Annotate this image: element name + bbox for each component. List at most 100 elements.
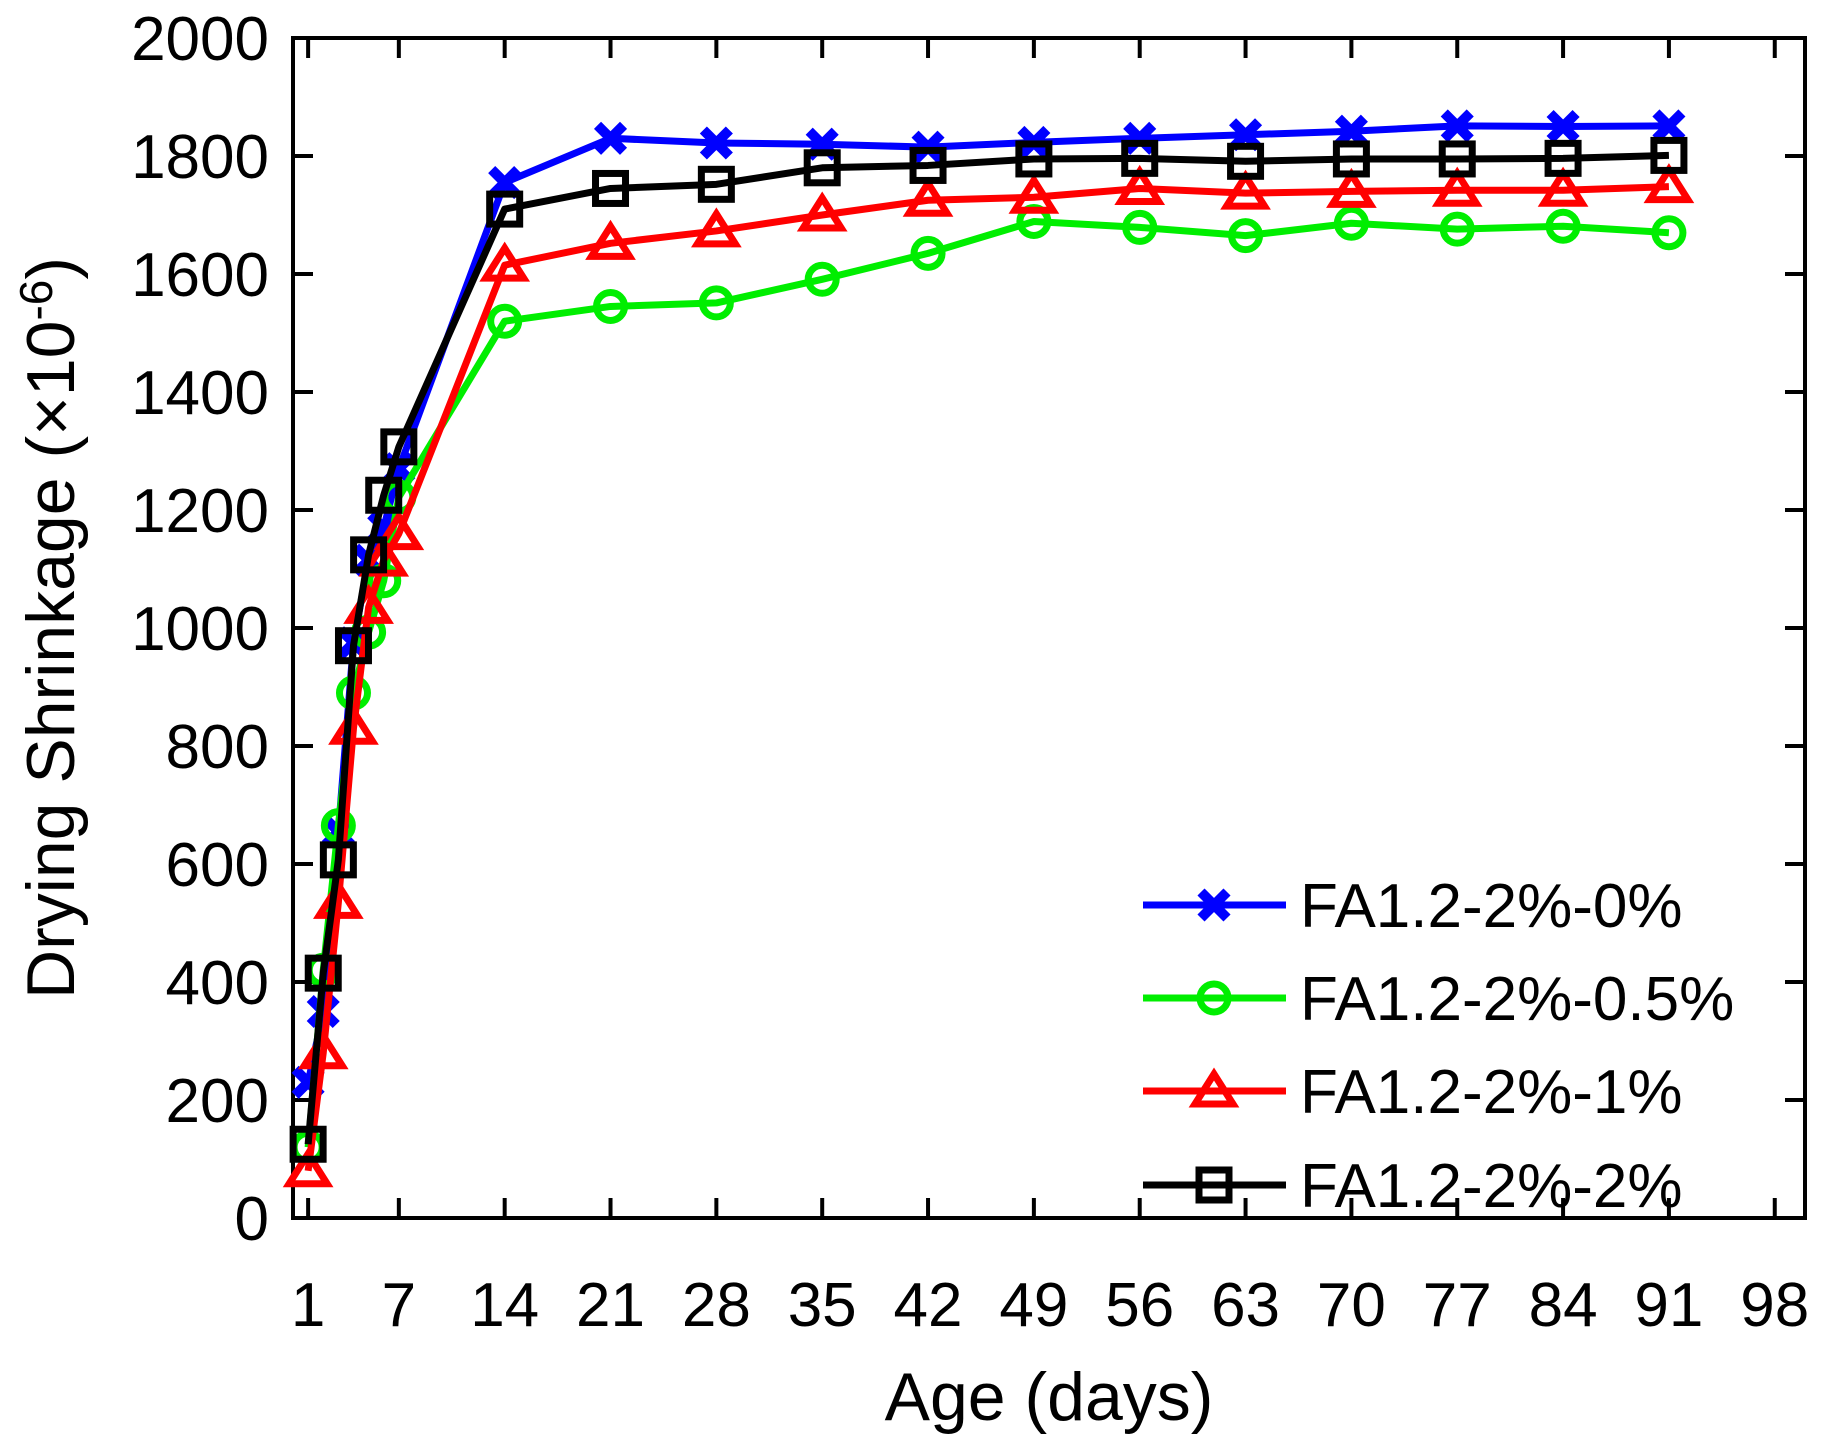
data-point-FA1.2-2%-0.5%-day63 — [1228, 218, 1264, 254]
legend-marker-o — [1196, 980, 1232, 1016]
data-point-FA1.2-2%-0.5%-day35 — [804, 261, 840, 297]
x-axis: 1 7 14 21 28 35 42 49 56 63 70 77 84 91 98 — [291, 38, 1809, 1340]
data-point-FA1.2-2%-2%-day63 — [1227, 142, 1265, 180]
legend-item-FA1.2-2%-0%: FA1.2-2%-0% — [1143, 872, 1683, 941]
data-point-FA1.2-2%-1%-day63 — [1220, 169, 1271, 210]
y-tick-label-1800: 1800 — [131, 123, 269, 192]
legend-item-FA1.2-2%-0.5%: FA1.2-2%-0.5% — [1143, 965, 1734, 1034]
data-point-FA1.2-2%-2%-day2 — [304, 954, 342, 992]
x-tick-label-98: 98 — [1740, 1271, 1809, 1340]
data-point-FA1.2-2%-1%-day7 — [373, 510, 425, 551]
data-point-FA1.2-2%-0.5%-day21 — [593, 288, 629, 324]
series-line — [304, 151, 1670, 1145]
y-tick-label-0: 0 — [235, 1185, 269, 1254]
data-point-FA1.2-2%-2%-day49 — [1015, 140, 1053, 178]
x-tick-label-21: 21 — [576, 1271, 645, 1340]
data-point-FA1.2-2%-1%-day4 — [328, 704, 379, 745]
data-point-FA1.2-2%-1%-day84 — [1537, 166, 1589, 207]
legend-item-FA1.2-2%-2%: FA1.2-2%-2% — [1143, 1152, 1683, 1221]
data-point-FA1.2-2%-1%-day77 — [1431, 166, 1483, 207]
legend-label: FA1.2-2%-0.5% — [1300, 965, 1734, 1034]
data-point-FA1.2-2%-2%-day7 — [380, 428, 418, 466]
y-tick-label-1200: 1200 — [131, 477, 269, 546]
data-point-FA1.2-2%-2%-day77 — [1438, 140, 1476, 178]
data-point-FA1.2-2%-0%-day21 — [593, 121, 628, 155]
legend-marker-^ — [1188, 1067, 1240, 1108]
data-point-FA1.2-2%-1%-day14 — [479, 241, 531, 282]
data-point-FA1.2-2%-1%-day91 — [1643, 163, 1695, 204]
y-tick-label-800: 800 — [166, 713, 269, 782]
x-tick-label-77: 77 — [1423, 1271, 1492, 1340]
data-point-FA1.2-2%-2%-day56 — [1121, 139, 1159, 177]
legend-label: FA1.2-2%-2% — [1300, 1152, 1683, 1221]
y-tick-label-400: 400 — [166, 949, 269, 1018]
data-point-FA1.2-2%-2%-day6 — [365, 476, 403, 514]
x-tick-label-35: 35 — [788, 1271, 857, 1340]
legend-label: FA1.2-2%-0% — [1300, 872, 1683, 941]
data-point-FA1.2-2%-2%-day42 — [909, 146, 947, 184]
data-point-FA1.2-2%-1%-day49 — [1008, 173, 1060, 214]
data-point-FA1.2-2%-2%-day28 — [697, 165, 735, 203]
data-point-FA1.2-2%-1%-day3 — [313, 878, 364, 919]
x-tick-label-7: 7 — [382, 1271, 416, 1340]
y-tick-label-200: 200 — [166, 1067, 269, 1136]
data-point-FA1.2-2%-2%-day3 — [319, 841, 357, 879]
y-tick-label-1000: 1000 — [131, 595, 269, 664]
data-point-FA1.2-2%-1%-day42 — [902, 176, 954, 217]
x-tick-label-84: 84 — [1529, 1271, 1598, 1340]
data-point-FA1.2-2%-0%-day70 — [1334, 114, 1368, 148]
y-tick-label-1600: 1600 — [131, 241, 269, 310]
legend-marker-x — [1197, 888, 1231, 922]
data-point-FA1.2-2%-0.5%-day77 — [1439, 211, 1475, 247]
y-tick-label-1400: 1400 — [131, 359, 269, 428]
data-point-FA1.2-2%-2%-day5 — [350, 536, 388, 574]
x-tick-label-1: 1 — [291, 1271, 325, 1340]
data-point-FA1.2-2%-0.5%-day70 — [1333, 205, 1369, 241]
data-point-FA1.2-2%-0%-day77 — [1440, 109, 1474, 143]
legend-marker-s — [1195, 1166, 1233, 1204]
data-point-FA1.2-2%-0%-day84 — [1546, 109, 1580, 144]
data-point-FA1.2-2%-1%-day35 — [796, 191, 848, 232]
legend: FA1.2-2%-0% FA1.2-2%-0.5% FA1.2-2%-1% FA1.2… — [1143, 872, 1734, 1221]
y-axis: 0 200 400 600 800 1000 1200 1400 1600 1800 2000 — [131, 5, 1805, 1254]
data-point-FA1.2-2%-1%-day1 — [282, 1147, 334, 1188]
data-point-FA1.2-2%-0.5%-day14 — [487, 303, 523, 339]
data-point-FA1.2-2%-0.5%-day28 — [698, 285, 734, 321]
data-point-FA1.2-2%-2%-day14 — [486, 190, 524, 228]
data-point-FA1.2-2%-2%-day1 — [289, 1125, 327, 1163]
data-point-FA1.2-2%-0%-day56 — [1123, 121, 1157, 155]
series-line — [304, 183, 1670, 1172]
x-tick-label-28: 28 — [682, 1271, 751, 1340]
data-point-FA1.2-2%-0.5%-day42 — [910, 235, 946, 271]
data-point-FA1.2-2%-0%-day28 — [699, 126, 733, 160]
x-tick-label-42: 42 — [894, 1271, 963, 1340]
x-tick-label-70: 70 — [1317, 1271, 1386, 1340]
data-point-FA1.2-2%-0%-day91 — [1652, 109, 1686, 143]
axes: 1 7 14 21 28 35 42 49 56 63 70 77 84 91 98 0 200 400 600 80… — [10, 5, 1809, 1435]
y-tick-label-600: 600 — [166, 831, 269, 900]
data-point-FA1.2-2%-1%-day28 — [691, 207, 742, 248]
x-axis-title: Age (days) — [885, 1359, 1214, 1435]
y-axis-title: Drying Shrinkage (×10-6) — [10, 257, 89, 999]
data-point-FA1.2-2%-0.5%-day84 — [1545, 208, 1581, 244]
series-FA1.2-2%-2% — [289, 136, 1688, 1163]
data-point-FA1.2-2%-2%-day91 — [1650, 136, 1688, 174]
x-tick-label-56: 56 — [1105, 1271, 1174, 1340]
data-point-FA1.2-2%-0.5%-day56 — [1122, 209, 1158, 245]
data-point-FA1.2-2%-2%-day70 — [1332, 140, 1370, 178]
legend-label: FA1.2-2%-1% — [1300, 1058, 1683, 1127]
data-point-FA1.2-2%-1%-day70 — [1326, 167, 1377, 208]
x-tick-label-91: 91 — [1634, 1271, 1703, 1340]
data-point-FA1.2-2%-2%-day21 — [592, 169, 630, 207]
data-point-FA1.2-2%-2%-day35 — [803, 149, 841, 187]
data-point-FA1.2-2%-1%-day21 — [585, 219, 636, 260]
x-tick-label-49: 49 — [999, 1271, 1068, 1340]
x-tick-label-63: 63 — [1211, 1271, 1280, 1340]
x-tick-label-14: 14 — [470, 1271, 539, 1340]
data-point-FA1.2-2%-2%-day4 — [334, 627, 372, 665]
data-point-FA1.2-2%-2%-day84 — [1544, 139, 1582, 177]
data-point-FA1.2-2%-1%-day56 — [1114, 164, 1166, 205]
y-tick-label-2000: 2000 — [131, 5, 269, 74]
